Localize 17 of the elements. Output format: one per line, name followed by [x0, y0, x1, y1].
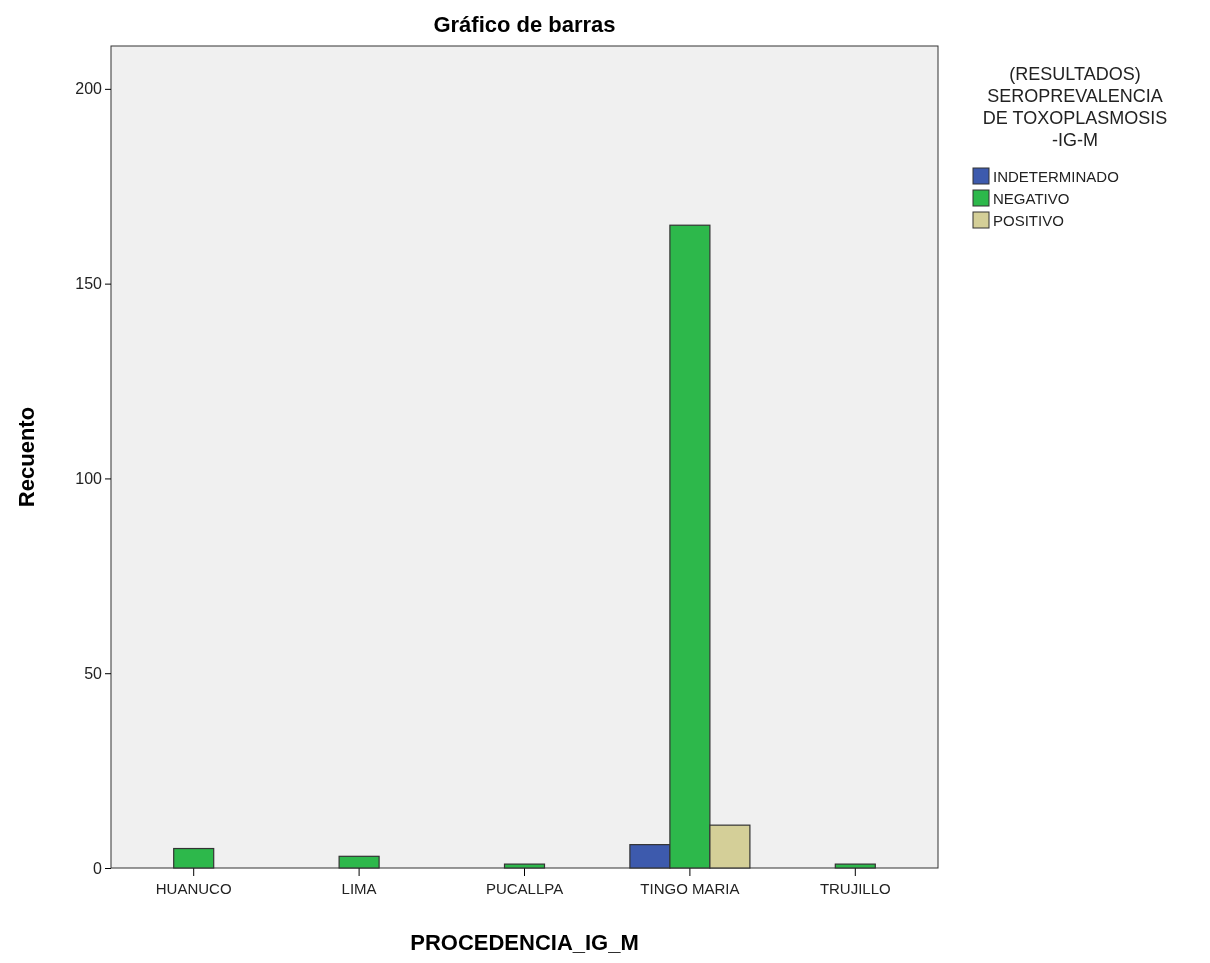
legend-label: POSITIVO	[993, 212, 1064, 229]
legend-label: INDETERMINADO	[993, 168, 1119, 185]
y-tick-label: 200	[75, 80, 103, 98]
legend-title: (RESULTADOS) SEROPREVALENCIA DE TOXOPLASMOSIS -IG-M	[982, 64, 1168, 150]
y-tick-label: 150	[75, 275, 103, 293]
x-axis-title: PROCEDENCIA_IG_M	[410, 930, 639, 955]
y-axis-title: Recuento	[14, 406, 39, 508]
x-tick-label: TINGO MARIA	[640, 880, 740, 897]
y-tick-label: 100	[75, 470, 103, 488]
chart-title: Gráfico de barras	[433, 12, 616, 37]
x-tick-label: LIMA	[341, 880, 377, 897]
x-tick-label: PUCALLPA	[485, 880, 564, 897]
y-tick-label: 50	[84, 664, 103, 682]
y-tick-label: 0	[93, 859, 103, 877]
legend-label: NEGATIVO	[993, 190, 1070, 207]
x-tick-label: TRUJILLO	[819, 880, 891, 897]
x-tick-label: HUANUCO	[155, 880, 232, 897]
